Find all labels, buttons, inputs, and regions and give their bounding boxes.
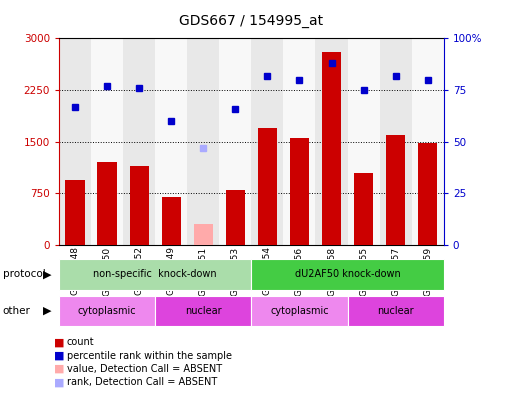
Text: non-specific  knock-down: non-specific knock-down bbox=[93, 269, 217, 279]
Text: cytoplasmic: cytoplasmic bbox=[270, 306, 329, 316]
Bar bbox=[97, 162, 117, 245]
Text: value, Detection Call = ABSENT: value, Detection Call = ABSENT bbox=[67, 364, 222, 374]
Text: ■: ■ bbox=[54, 337, 64, 347]
Bar bbox=[411, 38, 444, 245]
Bar bbox=[315, 38, 348, 245]
Bar bbox=[129, 166, 149, 245]
Bar bbox=[66, 180, 85, 245]
Bar bbox=[322, 52, 341, 245]
Text: nuclear: nuclear bbox=[185, 306, 222, 316]
Text: percentile rank within the sample: percentile rank within the sample bbox=[67, 351, 232, 360]
Text: ■: ■ bbox=[54, 351, 64, 360]
Text: ■: ■ bbox=[54, 377, 64, 387]
Bar bbox=[354, 173, 373, 245]
Bar bbox=[155, 38, 187, 245]
Text: cytoplasmic: cytoplasmic bbox=[78, 306, 136, 316]
Bar bbox=[162, 197, 181, 245]
Bar bbox=[283, 38, 315, 245]
Bar bbox=[258, 128, 277, 245]
Text: dU2AF50 knock-down: dU2AF50 knock-down bbox=[294, 269, 401, 279]
Bar bbox=[418, 143, 437, 245]
Text: protocol: protocol bbox=[3, 269, 45, 279]
Bar bbox=[290, 139, 309, 245]
Text: rank, Detection Call = ABSENT: rank, Detection Call = ABSENT bbox=[67, 377, 217, 387]
Bar bbox=[123, 38, 155, 245]
Text: count: count bbox=[67, 337, 94, 347]
Text: nuclear: nuclear bbox=[378, 306, 414, 316]
Bar bbox=[386, 135, 405, 245]
Bar bbox=[348, 38, 380, 245]
Bar bbox=[59, 38, 91, 245]
Bar bbox=[194, 224, 213, 245]
Text: other: other bbox=[3, 306, 30, 316]
Text: ▶: ▶ bbox=[43, 269, 51, 279]
Text: ■: ■ bbox=[54, 364, 64, 374]
Text: ▶: ▶ bbox=[43, 306, 51, 316]
Bar bbox=[91, 38, 123, 245]
Bar bbox=[251, 38, 283, 245]
Bar bbox=[220, 38, 251, 245]
Bar bbox=[226, 190, 245, 245]
Bar bbox=[187, 38, 220, 245]
Bar bbox=[380, 38, 411, 245]
Text: GDS667 / 154995_at: GDS667 / 154995_at bbox=[180, 14, 323, 28]
